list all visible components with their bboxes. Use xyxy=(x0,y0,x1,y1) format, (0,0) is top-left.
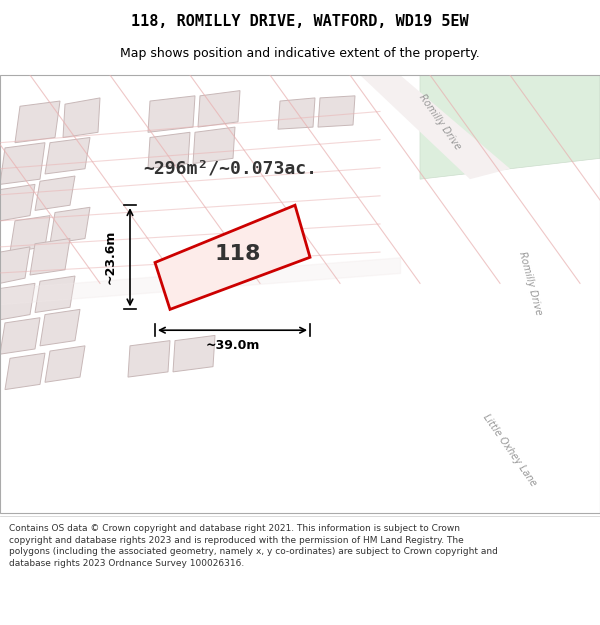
Polygon shape xyxy=(45,138,90,174)
Polygon shape xyxy=(10,216,50,252)
Text: Map shows position and indicative extent of the property.: Map shows position and indicative extent… xyxy=(120,48,480,61)
Polygon shape xyxy=(15,101,60,142)
Polygon shape xyxy=(0,247,30,283)
Polygon shape xyxy=(40,309,80,346)
Text: Little Oxhey Lane: Little Oxhey Lane xyxy=(481,412,539,488)
Polygon shape xyxy=(420,75,600,179)
Polygon shape xyxy=(128,341,170,377)
Polygon shape xyxy=(0,184,35,221)
Text: Romilly Drive: Romilly Drive xyxy=(517,251,543,316)
Polygon shape xyxy=(50,208,90,244)
Text: 118: 118 xyxy=(215,244,261,264)
Text: ~296m²/~0.073ac.: ~296m²/~0.073ac. xyxy=(143,160,317,177)
Polygon shape xyxy=(193,127,235,164)
Polygon shape xyxy=(198,91,240,127)
Bar xyxy=(0,75,600,512)
Polygon shape xyxy=(173,336,215,372)
Polygon shape xyxy=(0,142,45,184)
Text: ~39.0m: ~39.0m xyxy=(205,339,260,352)
Polygon shape xyxy=(278,98,315,129)
Polygon shape xyxy=(35,276,75,312)
Polygon shape xyxy=(45,346,85,382)
Polygon shape xyxy=(155,205,310,309)
Polygon shape xyxy=(360,75,510,179)
Polygon shape xyxy=(148,132,190,169)
Polygon shape xyxy=(5,353,45,389)
Text: ~23.6m: ~23.6m xyxy=(104,230,116,284)
Polygon shape xyxy=(148,96,195,132)
Polygon shape xyxy=(30,239,70,275)
Text: 118, ROMILLY DRIVE, WATFORD, WD19 5EW: 118, ROMILLY DRIVE, WATFORD, WD19 5EW xyxy=(131,14,469,29)
Polygon shape xyxy=(63,98,100,138)
Text: Romilly Drive: Romilly Drive xyxy=(417,92,463,151)
Polygon shape xyxy=(35,176,75,211)
Polygon shape xyxy=(0,283,35,320)
Text: Contains OS data © Crown copyright and database right 2021. This information is : Contains OS data © Crown copyright and d… xyxy=(9,524,498,568)
Polygon shape xyxy=(318,96,355,127)
Polygon shape xyxy=(0,318,40,354)
